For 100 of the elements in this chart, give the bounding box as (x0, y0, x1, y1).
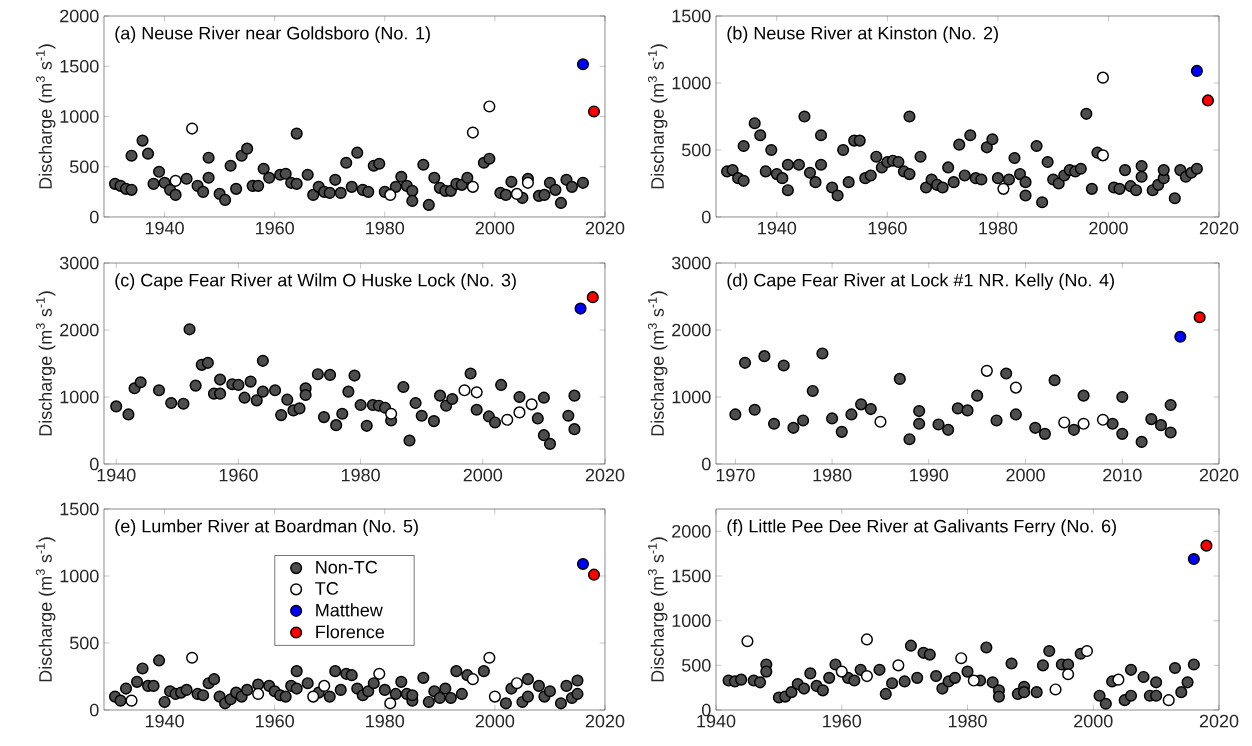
x-tick-label: 2020 (585, 221, 625, 235)
point (816, 347, 829, 360)
text: (c) Cape Fear River at Wilm O Huske Lock (No. 3) (115, 273, 516, 291)
y-axis-title: Discharge (m$^{3}$ s$^{-1}$) (647, 537, 668, 682)
x-tick-label: 1990 (910, 468, 949, 482)
x-tick-label: 2020 (1199, 468, 1239, 482)
x-tick-label: 2000 (463, 468, 503, 482)
point (729, 408, 742, 421)
y-axis-title: Discharge (m$^{3}$ s$^{-1}$) (647, 291, 668, 436)
y-tick-label: 1500 (60, 502, 99, 516)
y-tick-label: 1500 (672, 9, 711, 23)
point (1164, 426, 1177, 439)
point (385, 407, 398, 420)
point (971, 389, 984, 402)
point (990, 414, 1003, 427)
point (1029, 421, 1042, 434)
point (777, 359, 790, 372)
x-tick-label: 1960 (868, 221, 907, 235)
point (997, 182, 1010, 195)
y-tick-label: 1000 (60, 569, 99, 583)
point (942, 423, 955, 436)
y-axis-title: Discharge (m$^{3}$ s$^{-1}$) (35, 537, 56, 682)
x-tick-label: 2000 (1006, 468, 1045, 482)
point (186, 651, 199, 664)
x-tick-label: 2020 (585, 714, 625, 728)
point (586, 291, 599, 304)
point (1135, 435, 1148, 448)
point (1058, 416, 1071, 429)
y-tick-label: 1000 (672, 76, 711, 90)
x-tick-label: 2020 (1199, 221, 1239, 235)
point (525, 398, 538, 411)
point (860, 669, 873, 683)
x-tick-label: 1940 (758, 221, 797, 235)
x-tick-label: 1980 (366, 221, 405, 235)
y-tick-label: 2000 (60, 323, 99, 337)
point (741, 635, 754, 648)
point (903, 433, 916, 446)
point (1077, 389, 1090, 402)
point (1145, 413, 1158, 426)
point (961, 404, 974, 417)
x-tick-label: 1980 (979, 221, 1018, 235)
point (1067, 423, 1080, 436)
point (466, 180, 479, 193)
x-tick-label: 1980 (366, 714, 405, 728)
point (797, 414, 810, 427)
point (501, 413, 514, 426)
y-tick-label: 1500 (672, 569, 711, 583)
y-tick-label: 500 (681, 143, 711, 157)
point (466, 126, 479, 139)
y-axis-title: Discharge (m$^{3}$ s$^{-1}$) (647, 44, 668, 189)
point (488, 690, 501, 703)
point (835, 665, 848, 678)
y-tick-label: 1000 (672, 390, 711, 404)
text: (d) Cape Fear River at Lock #1 NR. Kelly (No. 4) (727, 273, 1114, 291)
point (893, 372, 906, 385)
point (980, 364, 993, 377)
x-tick-label: 2010 (1103, 468, 1142, 482)
point (576, 58, 590, 71)
x-tick-label: 2000 (475, 714, 515, 728)
x-tick-label: 1940 (145, 221, 184, 235)
point (1009, 408, 1022, 421)
point (1190, 64, 1203, 78)
point (1000, 367, 1013, 380)
point (307, 690, 320, 703)
y-tick-label: 3000 (59, 256, 99, 270)
x-tick-label: 1960 (256, 221, 294, 235)
point (513, 406, 526, 419)
y-tick-label: 500 (69, 160, 99, 174)
point (1106, 417, 1119, 430)
y-tick-label: 2000 (60, 9, 99, 23)
x-tick-label: 2020 (1199, 714, 1239, 728)
point (855, 398, 868, 411)
point (1201, 94, 1215, 107)
point (864, 402, 877, 416)
point (521, 176, 534, 189)
point (1116, 390, 1129, 404)
y-tick-label: 0 (89, 703, 99, 717)
point (738, 356, 752, 369)
point (835, 425, 848, 438)
y-tick-label: 1000 (60, 390, 99, 404)
y-tick-label: 500 (69, 636, 99, 650)
y-tick-label: 0 (702, 457, 711, 471)
y-tick-label: 1000 (60, 110, 99, 123)
text: (b) Neuse River at Kinston (No. 2) (727, 26, 998, 44)
point (1009, 381, 1022, 394)
x-tick-label: 1960 (823, 714, 862, 728)
point (169, 174, 182, 187)
y-tick-label: 0 (89, 210, 99, 224)
y-tick-label: 0 (702, 210, 711, 224)
point (787, 421, 800, 434)
x-tick-label: 2000 (1074, 714, 1113, 728)
point (483, 651, 496, 664)
point (913, 405, 926, 418)
point (125, 694, 138, 707)
text: (f) Little Pee Dee River at Galivants Ferry (No. 6) (727, 519, 1116, 537)
point (967, 674, 980, 687)
point (913, 417, 926, 430)
point (845, 408, 858, 421)
legend-label: Non-TC (316, 560, 378, 574)
point (1200, 539, 1213, 552)
